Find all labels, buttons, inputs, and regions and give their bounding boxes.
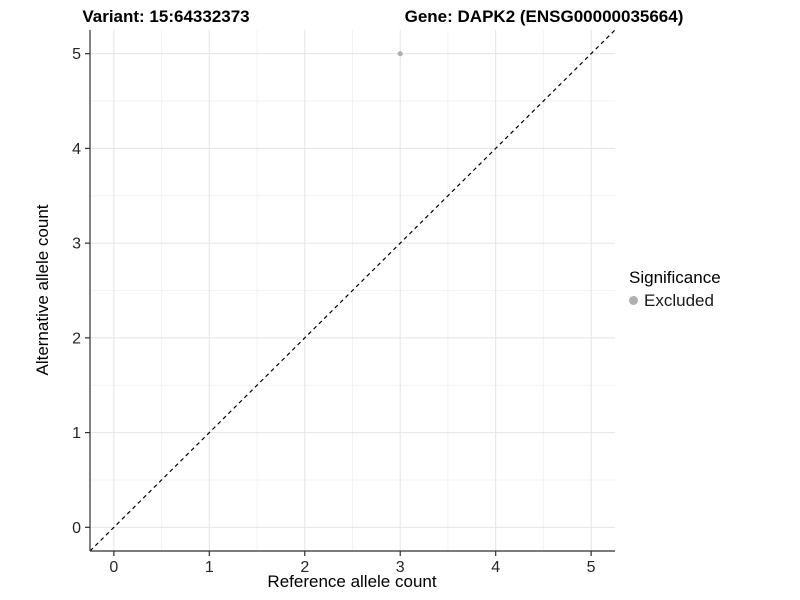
y-tick-label: 3: [72, 236, 81, 253]
legend: Significance Excluded: [629, 268, 721, 310]
x-tick-label: 5: [587, 559, 596, 576]
y-tick-label: 2: [72, 330, 81, 347]
x-tick-label: 0: [109, 559, 118, 576]
legend-item-label: Excluded: [644, 291, 714, 310]
y-tick-label: 4: [72, 141, 81, 158]
x-tick-label: 3: [396, 559, 405, 576]
y-tick-label: 5: [72, 46, 81, 63]
legend-title: Significance: [629, 268, 721, 287]
data-point: [397, 51, 403, 57]
legend-key-dot-icon: [629, 296, 638, 305]
y-tick-label: 0: [72, 520, 81, 537]
legend-item-excluded: Excluded: [629, 291, 721, 310]
x-axis-title: Reference allele count: [267, 572, 437, 591]
identity-reference-line: [89, 29, 616, 552]
y-axis-title: Alternative allele count: [33, 204, 52, 376]
x-tick-label: 1: [205, 559, 214, 576]
y-tick-label: 1: [72, 425, 81, 442]
x-tick-label: 4: [491, 559, 500, 576]
x-tick-label: 2: [300, 559, 309, 576]
plot-title-variant: Variant: 15:64332373: [82, 7, 250, 26]
plot-title-gene: Gene: DAPK2 (ENSG00000035664): [404, 7, 684, 26]
